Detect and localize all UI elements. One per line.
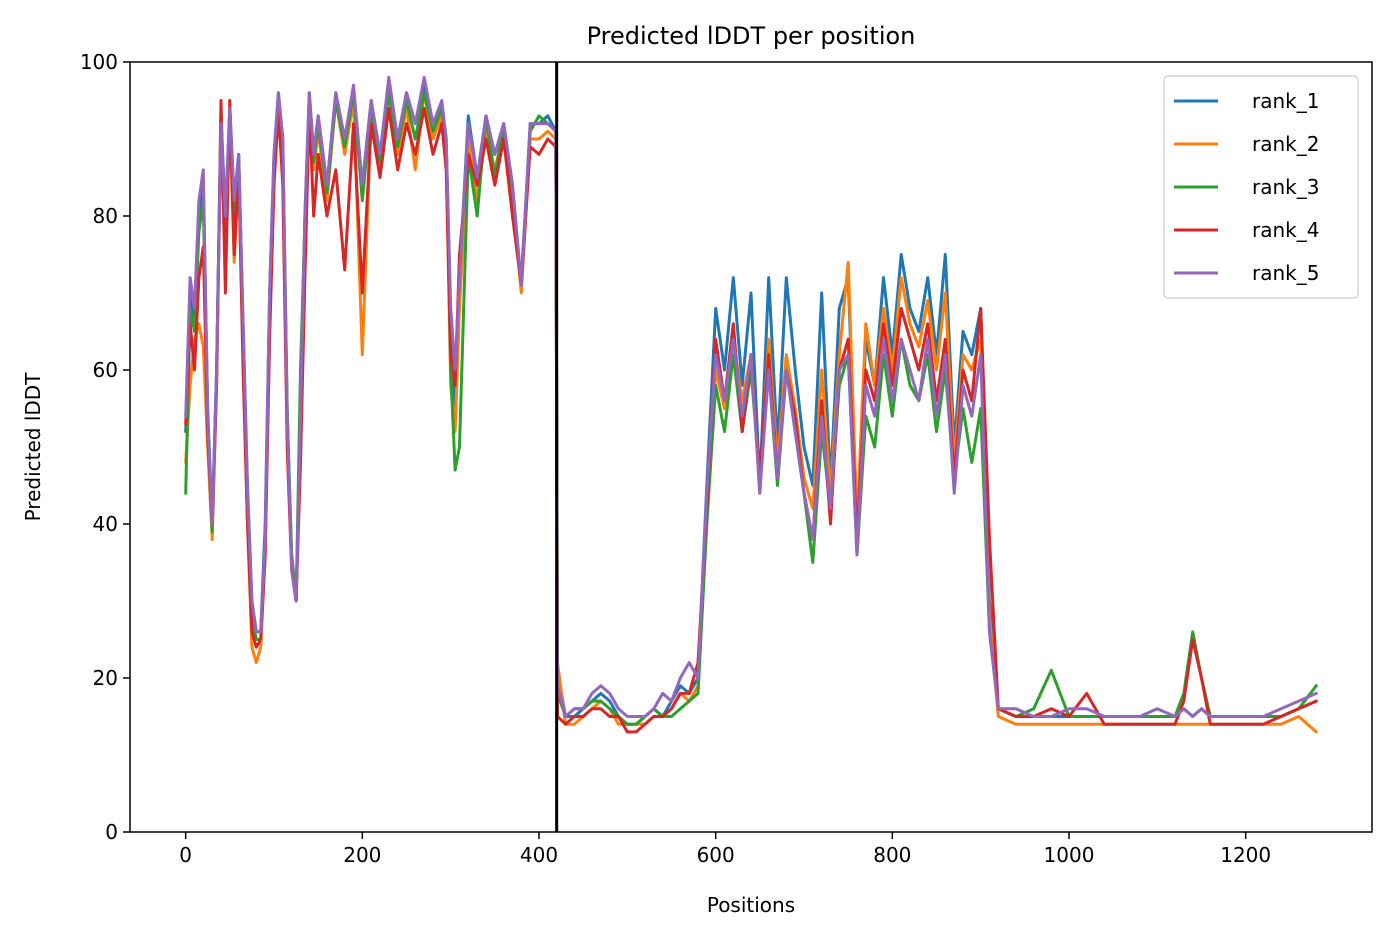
legend-label-rank_3: rank_3	[1252, 175, 1319, 199]
x-tick-label: 800	[873, 843, 911, 867]
series-layer	[184, 75, 1318, 734]
legend-label-rank_2: rank_2	[1252, 132, 1319, 156]
legend-box	[1163, 75, 1359, 299]
y-tick-label: 0	[105, 820, 118, 844]
y-tick-label: 40	[93, 512, 118, 536]
x-tick-label: 600	[697, 843, 735, 867]
series-line-rank_4	[184, 99, 1318, 734]
series-line-rank_5	[184, 75, 1318, 718]
y-tick-label: 80	[93, 204, 118, 228]
x-tick-label: 1200	[1220, 843, 1271, 867]
y-axis: 0 20 40 60 80 100	[80, 50, 130, 844]
x-axis: 0 200 400 600 800 1000 1200	[179, 832, 1271, 867]
x-tick-label: 200	[343, 843, 381, 867]
y-tick-label: 60	[93, 358, 118, 382]
y-axis-title: Predicted lDDT	[21, 372, 45, 522]
legend-label-rank_1: rank_1	[1252, 89, 1319, 113]
plot-area	[129, 61, 1373, 833]
chart-title: Predicted lDDT per position	[587, 22, 916, 50]
x-axis-title: Positions	[707, 893, 795, 917]
y-tick-label: 20	[93, 666, 118, 690]
legend-label-rank_4: rank_4	[1252, 218, 1319, 242]
x-tick-label: 400	[520, 843, 558, 867]
x-tick-label: 0	[179, 843, 192, 867]
y-tick-label: 100	[80, 50, 118, 74]
plot-frame	[129, 61, 1373, 833]
legend: rank_1 rank_2 rank_3 rank_4 rank_5	[1163, 75, 1359, 299]
legend-label-rank_5: rank_5	[1252, 261, 1319, 285]
x-tick-label: 1000	[1044, 843, 1095, 867]
